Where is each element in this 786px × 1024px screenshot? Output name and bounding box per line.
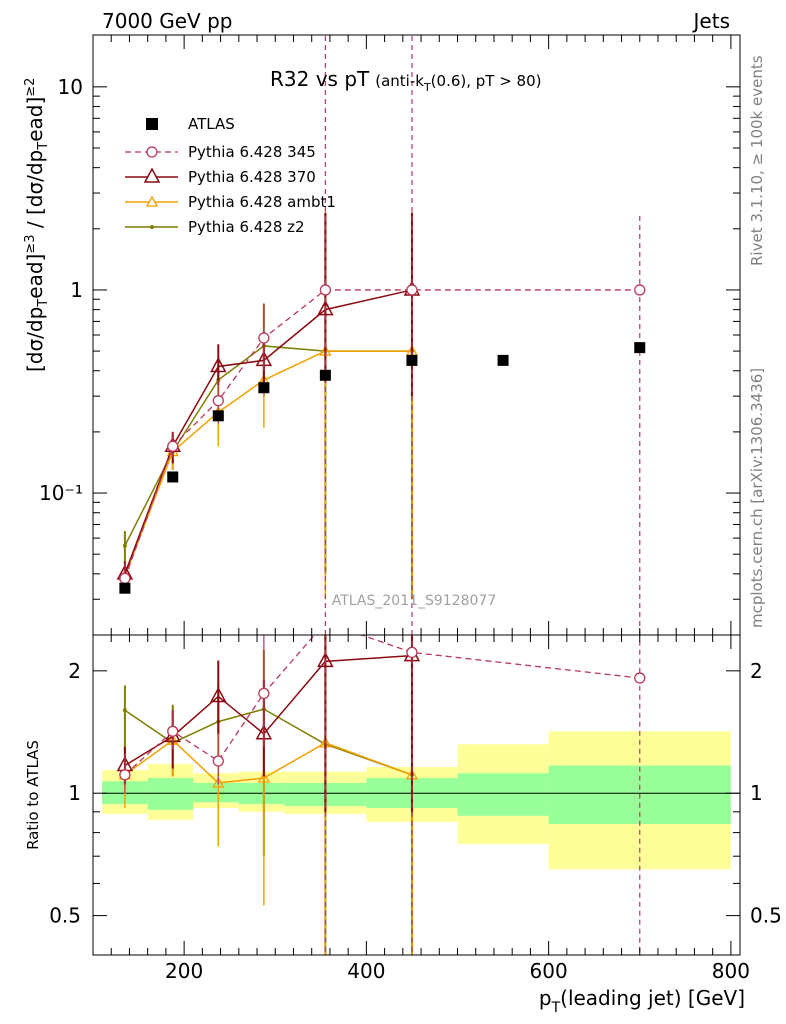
- title-sub: (anti-k: [375, 72, 424, 90]
- atlas-point: [406, 354, 418, 366]
- 370-line: [124, 289, 413, 575]
- 345-point: [319, 284, 332, 296]
- y-tick-label-main: 10⁻¹: [39, 481, 83, 505]
- ratio-ambt1-line: [124, 739, 413, 784]
- legend-label: Pythia 6.428 z2: [188, 218, 305, 236]
- atlas-point: [167, 471, 179, 483]
- ratio-panel: 200 400 600 800 0.5 0.5 1 1 2 2 Ratio to ATLAS pT…: [24, 634, 782, 1016]
- main-plot-area: [116, 35, 646, 635]
- ratio-z2-point: [122, 708, 127, 713]
- y-tick-label-ratio-left: 1: [68, 781, 81, 805]
- 345-point: [212, 395, 224, 407]
- ratio-370-line: [124, 654, 412, 767]
- series-atlas: [119, 342, 646, 594]
- x-axis-label: pT(leading jet) [GeV]: [539, 986, 745, 1016]
- 345-point: [119, 572, 131, 585]
- header-process: Jets: [692, 9, 730, 33]
- atlas-point: [119, 582, 131, 594]
- ratio-series-345: [119, 635, 646, 955]
- ratio-345-point: [212, 755, 224, 767]
- legend-345-marker: [146, 146, 158, 158]
- ratio-series-group: [116, 635, 646, 955]
- legend-label: ATLAS: [188, 115, 235, 133]
- main-title: R32 vs pT (anti-kT(0.6), pT > 80): [270, 67, 542, 94]
- 370-point: [210, 356, 227, 373]
- x-tick-label: 800: [712, 959, 750, 983]
- ratio-345-point: [406, 646, 418, 659]
- inner-uncertainty-band: [147, 778, 194, 810]
- legend-label: Pythia 6.428 370: [188, 168, 316, 186]
- ratio-uncertainty-bands: [102, 731, 740, 870]
- y-tick-label-ratio-right: 2: [750, 659, 763, 683]
- main-y-axis: 10⁻¹ 1 10: [39, 35, 740, 636]
- ratio-370-point: [317, 651, 334, 668]
- x-tick-label: 600: [530, 959, 568, 983]
- side-mcplots-label: mcplots.cern.ch [arXiv:1306.3436]: [748, 368, 766, 628]
- ratio-345-point: [634, 672, 646, 684]
- series-345: [119, 35, 646, 635]
- inner-uncertainty-band: [457, 773, 549, 816]
- legend: ATLAS Pythia 6.428 345 Pythia 6.428 370 Pyt…: [125, 115, 336, 236]
- series-ambt1: [118, 212, 419, 600]
- legend-370-marker: [143, 167, 161, 183]
- legend-ambt1-marker: [145, 195, 159, 207]
- ambt1-line: [124, 350, 412, 577]
- y-tick-label-main: 10: [58, 75, 83, 99]
- 345-point: [634, 284, 646, 296]
- side-rivet-label: Rivet 3.1.10, ≥ 100k events: [748, 55, 766, 266]
- y-tick-label-ratio-left: 0.5: [49, 904, 81, 928]
- x-tick-label: 200: [165, 959, 203, 983]
- atlas-point: [634, 342, 646, 354]
- y-tick-label-ratio-right: 1: [750, 781, 763, 805]
- ratio-ambt1-point: [212, 776, 225, 788]
- header-energy: 7000 GeV pp: [102, 9, 233, 33]
- inner-uncertainty-band: [193, 782, 239, 803]
- atlas-point: [258, 382, 270, 394]
- legend-label: Pythia 6.428 ambt1: [188, 193, 336, 211]
- title-sub-tail: (0.6), pT > 80): [431, 72, 542, 90]
- ratio-370-point: [210, 686, 227, 703]
- z2-point: [122, 543, 127, 548]
- series-370: [116, 212, 421, 584]
- legend-z2-marker: [150, 225, 154, 229]
- atlas-point: [319, 369, 331, 381]
- main-panel: 10⁻¹ 1 10 R32 vs pT (anti-kT(0.6), pT > 80)…: [23, 34, 741, 636]
- ratio-345-point: [167, 725, 179, 737]
- 345-point: [406, 284, 418, 296]
- legend-atlas-marker: [146, 118, 158, 130]
- ratio-ambt1-point: [257, 771, 270, 783]
- series-z2: [122, 212, 414, 600]
- 345-line: [124, 289, 640, 579]
- ratio-panel-frame: [92, 634, 741, 956]
- analysis-reference-label: ATLAS_2011_S9128077: [332, 593, 497, 609]
- ratio-345-point: [258, 687, 270, 700]
- ratio-plot-area: [116, 635, 646, 955]
- y-tick-label-ratio-left: 2: [68, 659, 81, 683]
- 370-point: [317, 300, 334, 316]
- legend-label: Pythia 6.428 345: [188, 143, 316, 161]
- title-main: R32 vs pT: [270, 67, 370, 91]
- atlas-point: [497, 354, 509, 366]
- atlas-point: [212, 410, 224, 422]
- x-tick-label: 400: [347, 959, 385, 983]
- 345-point: [167, 440, 179, 452]
- ratio-345-point: [119, 769, 131, 781]
- y-tick-label-main: 1: [70, 278, 83, 302]
- 345-point: [258, 332, 270, 344]
- ratio-y-label: Ratio to ATLAS: [24, 740, 42, 850]
- main-y-label: [dσ/dpTead]≥3 / [dσ/dpTead]≥2: [23, 78, 51, 372]
- title-sub-sub: T: [423, 81, 431, 94]
- y-tick-label-ratio-right: 0.5: [750, 904, 782, 928]
- ratio-axes: 200 400 600 800 0.5 0.5 1 1 2 2: [49, 635, 782, 983]
